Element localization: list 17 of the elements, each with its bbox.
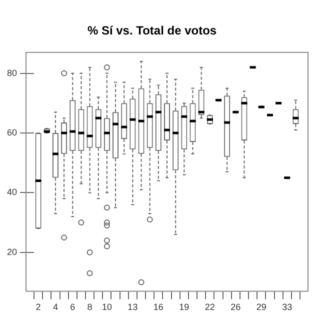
x-tick-label: 6 [70,302,76,312]
x-tick-label: 10 [102,302,112,312]
y-tick-label: 80 [6,68,18,78]
x-tick-label: 2 [36,302,41,312]
x-tick-label: 29 [256,302,266,312]
y-tick-label: 60 [6,127,18,138]
x-tick-label: 33 [282,302,292,312]
y-tick-label: 20 [6,246,18,257]
chart-title: % Sí vs. Total de votos [87,24,217,38]
y-tick-label: 40 [6,187,18,198]
x-tick-label: 26 [230,302,241,312]
x-tick-label: 22 [204,302,215,312]
x-tick-label: 16 [153,302,164,312]
x-tick-label: 19 [179,302,190,312]
x-tick-label: 4 [52,302,58,312]
x-tick-label: 8 [87,302,92,312]
x-tick-label: 13 [128,302,138,312]
